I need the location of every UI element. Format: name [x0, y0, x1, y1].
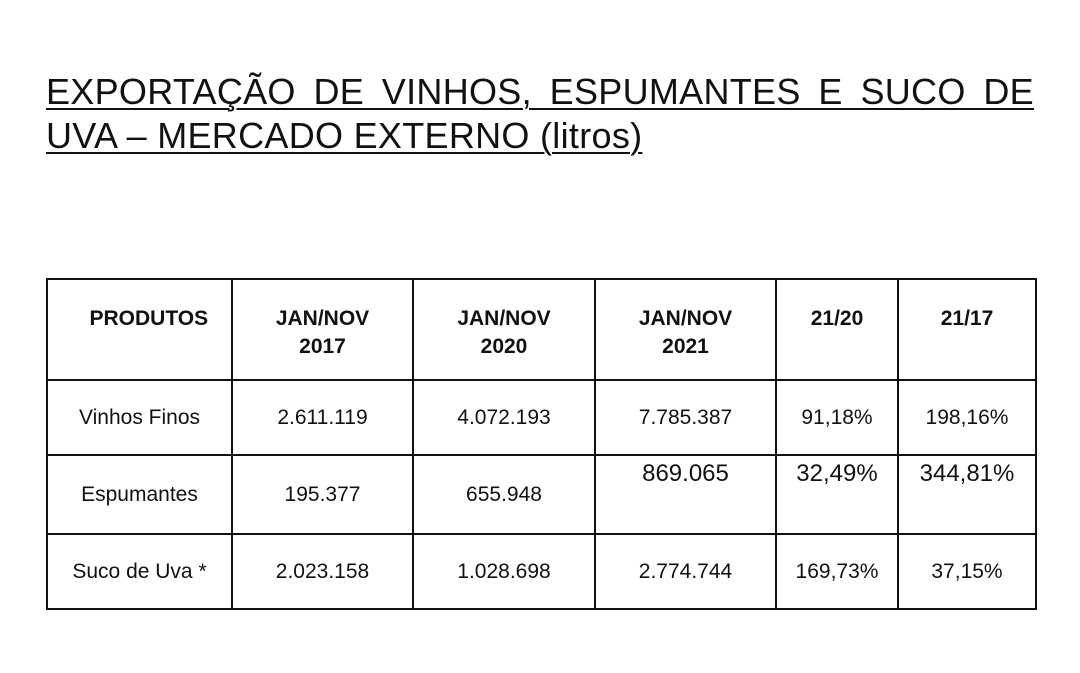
- column-header: JAN/NOV 2017: [231, 278, 414, 381]
- export-table: PRODUTOS JAN/NOV 2017 JAN/NOV 2020 JAN/NOV …: [46, 278, 1037, 610]
- column-header: PRODUTOS: [46, 278, 233, 381]
- table-cell: 169,73%: [775, 533, 899, 610]
- table-row: Vinhos Finos 2.611.119 4.072.193 7.785.387 9…: [46, 379, 1037, 456]
- column-header: 21/17: [897, 278, 1037, 381]
- table-cell: 2.774.744: [594, 533, 777, 610]
- table-cell: 2.611.119: [231, 379, 414, 456]
- table-cell: 344,81%: [897, 454, 1037, 535]
- table-cell: 32,49%: [775, 454, 899, 535]
- table-cell: 655.948: [412, 454, 596, 535]
- column-header: JAN/NOV 2021: [594, 278, 777, 381]
- table-body: Vinhos Finos 2.611.119 4.072.193 7.785.387 9…: [46, 379, 1037, 610]
- header-row: PRODUTOS JAN/NOV 2017 JAN/NOV 2020 JAN/NOV …: [46, 278, 1037, 381]
- table-cell: 195.377: [231, 454, 414, 535]
- table-cell: 1.028.698: [412, 533, 596, 610]
- column-header: 21/20: [775, 278, 899, 381]
- product-name: Espumantes: [46, 454, 233, 535]
- table-cell: 91,18%: [775, 379, 899, 456]
- column-header: JAN/NOV 2020: [412, 278, 596, 381]
- table-row: Suco de Uva * 2.023.158 1.028.698 2.774.744…: [46, 533, 1037, 610]
- table-cell: 2.023.158: [231, 533, 414, 610]
- column-header-text: 21/17: [940, 307, 994, 330]
- table-row: Espumantes 195.377 655.948 869.065 32,49% 344…: [46, 454, 1037, 535]
- column-header-text: JAN/NOV 2021: [638, 307, 733, 358]
- table-cell: 7.785.387: [594, 379, 777, 456]
- product-name: Suco de Uva *: [46, 533, 233, 610]
- column-header-text: PRODUTOS: [89, 307, 209, 330]
- product-name: Vinhos Finos: [46, 379, 233, 456]
- table-cell: 37,15%: [897, 533, 1037, 610]
- column-header-text: JAN/NOV 2020: [457, 307, 551, 358]
- table-cell: 869.065: [594, 454, 777, 535]
- table-cell: 4.072.193: [412, 379, 596, 456]
- column-header-text: JAN/NOV 2017: [275, 307, 370, 358]
- column-header-text: 21/20: [810, 307, 864, 330]
- table-cell: 198,16%: [897, 379, 1037, 456]
- title: EXPORTAÇÃO DE VINHOS, ESPUMANTES E SUCO …: [46, 71, 1034, 156]
